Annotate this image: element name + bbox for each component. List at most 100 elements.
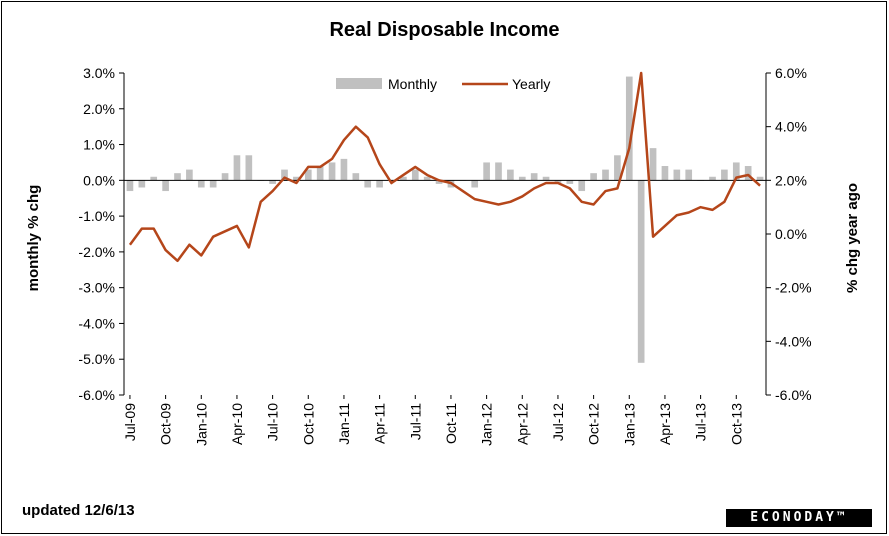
monthly-bar <box>304 169 312 181</box>
x-tick-label: Jul-11 <box>407 403 423 440</box>
chart-title: Real Disposable Income <box>329 19 560 41</box>
monthly-bar <box>566 180 574 184</box>
legend-monthly-swatch <box>336 78 382 89</box>
right-axis-ticks: 6.0% 4.0% 2.0% 0.0% -2.0% -4.0% -6.0% <box>766 65 812 403</box>
monthly-bar <box>364 180 372 188</box>
x-tick-label: Apr-10 <box>229 403 245 445</box>
x-tick-label: Oct-12 <box>586 403 602 445</box>
monthly-bar <box>376 180 383 188</box>
monthly-bar <box>400 176 407 181</box>
monthly-bar <box>281 169 288 181</box>
monthly-bar <box>518 176 526 181</box>
monthly-bar <box>756 176 764 181</box>
monthly-bar <box>245 155 253 181</box>
left-tick-label: 0.0% <box>83 172 115 188</box>
monthly-bar <box>721 169 728 181</box>
x-tick-label: Jan-12 <box>479 403 495 446</box>
right-tick-label: -2.0% <box>775 280 812 296</box>
x-tick-label: Apr-11 <box>372 403 388 444</box>
monthly-bar <box>340 158 348 181</box>
monthly-bar <box>732 162 740 181</box>
left-tick-label: -4.0% <box>78 315 115 331</box>
monthly-bar <box>126 180 134 192</box>
legend-yearly-label: Yearly <box>512 76 550 92</box>
left-tick-label: -2.0% <box>78 244 115 260</box>
x-tick-label: Jan-11 <box>336 403 352 445</box>
left-tick-label: -5.0% <box>78 351 115 367</box>
monthly-bars <box>126 76 764 363</box>
yearly-line-group <box>128 71 761 263</box>
monthly-bar <box>352 173 360 181</box>
monthly-bar <box>150 176 158 181</box>
monthly-bar <box>435 180 443 184</box>
x-tick-label: Jul-13 <box>693 403 709 441</box>
monthly-bar <box>186 169 193 181</box>
monthly-bar <box>328 162 336 181</box>
monthly-bar <box>614 155 621 181</box>
right-tick-label: 4.0% <box>775 119 807 135</box>
monthly-bar <box>507 169 514 181</box>
left-tick-label: -3.0% <box>78 280 115 296</box>
right-tick-label: 2.0% <box>775 172 807 188</box>
monthly-bar <box>138 180 146 188</box>
right-tick-label: -4.0% <box>775 333 812 349</box>
monthly-bar <box>637 180 645 363</box>
monthly-bar <box>602 169 609 181</box>
left-tick-label: 3.0% <box>83 65 115 81</box>
left-axis-title: monthly % chg <box>25 185 42 292</box>
monthly-bar <box>625 76 633 181</box>
left-tick-label: 1.0% <box>83 137 115 153</box>
left-axis-ticks: 3.0% 2.0% 1.0% 0.0% -1.0% -2.0% -3.0% -4.0% -5.0… <box>78 65 124 403</box>
x-tick-label: Apr-12 <box>514 403 530 445</box>
x-tick-label: Apr-13 <box>657 403 673 445</box>
x-tick-label: Jan-10 <box>193 403 209 446</box>
x-tick-label: Jul-10 <box>265 403 281 441</box>
x-tick-label: Oct-09 <box>158 403 174 445</box>
x-tick-label: Jul-09 <box>122 403 138 441</box>
right-axis-title: % chg year ago <box>844 183 861 293</box>
monthly-bar <box>197 180 205 188</box>
x-tick-label: Jan-13 <box>621 403 637 446</box>
monthly-bar <box>649 148 657 181</box>
x-tick-label: Oct-11 <box>443 403 459 444</box>
updated-note: updated 12/6/13 <box>22 502 135 519</box>
left-tick-label: -1.0% <box>78 208 115 224</box>
monthly-bar <box>709 176 716 181</box>
right-tick-label: 0.0% <box>775 226 807 242</box>
econoday-logo: ECONODAY™ <box>726 509 872 527</box>
x-tick-label: Oct-13 <box>728 403 744 445</box>
monthly-bar <box>316 166 324 181</box>
x-tick-label: Jul-12 <box>550 403 566 441</box>
monthly-bar <box>673 169 681 181</box>
monthly-bar <box>542 176 550 181</box>
monthly-bar <box>221 173 229 181</box>
monthly-bar <box>471 180 479 188</box>
monthly-bar <box>162 180 169 192</box>
monthly-bar <box>495 162 502 181</box>
monthly-bar <box>411 169 419 181</box>
monthly-bar <box>530 173 538 181</box>
right-tick-label: -6.0% <box>775 387 812 403</box>
left-tick-label: -6.0% <box>78 387 115 403</box>
chart-legend: Monthly Yearly <box>336 76 550 92</box>
monthly-bar <box>209 180 217 188</box>
x-tick-label: Oct-10 <box>300 403 316 445</box>
monthly-bar <box>423 176 431 181</box>
monthly-bar <box>661 166 669 181</box>
yearly-line <box>128 71 761 263</box>
monthly-bar <box>578 180 586 192</box>
right-tick-label: 6.0% <box>775 65 807 81</box>
x-axis-ticks: Jul-09 Oct-09 Jan-10 Apr-10 Jul-10 Oct-10 Jan-… <box>122 395 744 446</box>
legend-monthly-label: Monthly <box>388 76 437 92</box>
monthly-bar <box>744 166 752 181</box>
monthly-bar <box>174 173 181 181</box>
monthly-bar <box>293 176 300 181</box>
monthly-bar <box>590 173 597 181</box>
monthly-bar <box>483 162 490 181</box>
monthly-bar <box>685 169 693 181</box>
monthly-bar <box>233 155 241 181</box>
monthly-bar <box>269 180 276 184</box>
left-tick-label: 2.0% <box>83 101 115 117</box>
